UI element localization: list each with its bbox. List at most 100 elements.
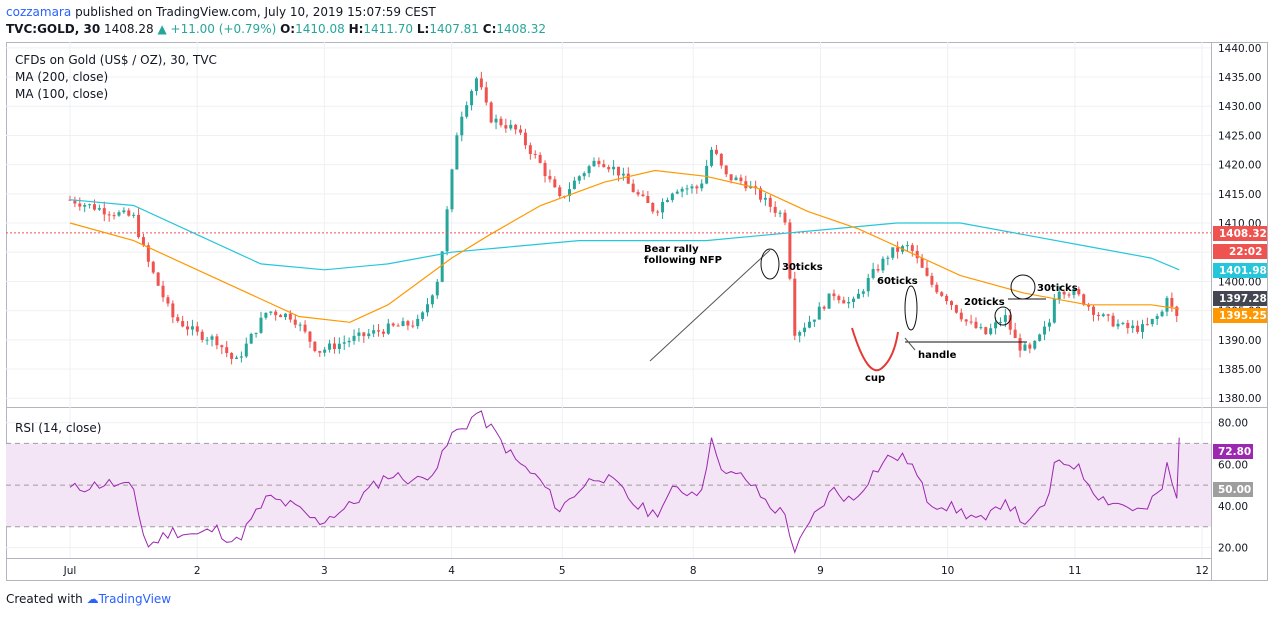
candle-body bbox=[396, 325, 400, 327]
ma200-tag-text: 1401.98 bbox=[1219, 265, 1267, 277]
candle-body bbox=[651, 203, 655, 212]
candle-body bbox=[499, 118, 503, 126]
chart-header: cozzamara published on TradingView.com, … bbox=[6, 4, 1266, 40]
candle-body bbox=[1136, 325, 1140, 332]
candle-body bbox=[1003, 315, 1007, 322]
candle-body bbox=[646, 196, 650, 204]
candle-body bbox=[626, 173, 630, 184]
candle-body bbox=[832, 293, 836, 297]
candle-body bbox=[1131, 325, 1135, 329]
low-label: L: bbox=[416, 22, 430, 36]
candle-body bbox=[186, 326, 190, 330]
ticks30b-label: 30ticks bbox=[1037, 283, 1078, 294]
candle-body bbox=[994, 322, 998, 329]
candle-body bbox=[690, 186, 694, 189]
candle-body bbox=[190, 326, 194, 330]
candle-body bbox=[215, 336, 219, 346]
time-tick-label: 4 bbox=[448, 565, 455, 577]
candle-body bbox=[1082, 294, 1086, 305]
trend-line[interactable] bbox=[649, 249, 771, 362]
candle-body bbox=[612, 166, 616, 170]
candle-body bbox=[78, 203, 82, 207]
candle-body bbox=[1101, 314, 1105, 317]
candle-body bbox=[1047, 322, 1051, 327]
ellipse-20ticks[interactable] bbox=[994, 306, 1012, 326]
candle-body bbox=[935, 284, 939, 293]
candle-body bbox=[528, 145, 532, 154]
candle-body bbox=[680, 188, 684, 192]
candle-body bbox=[759, 188, 763, 200]
cup-label: cup bbox=[865, 373, 885, 384]
handle-pointer bbox=[904, 337, 916, 351]
ellipse-30ticks-a[interactable] bbox=[760, 248, 780, 280]
candle-body bbox=[117, 212, 121, 216]
candle-body bbox=[161, 285, 165, 298]
ma100-line bbox=[69, 169, 1180, 323]
candle-body bbox=[656, 211, 660, 213]
candle-body bbox=[132, 214, 136, 216]
candle-body bbox=[107, 214, 111, 216]
candle-body bbox=[979, 327, 983, 329]
candle-body bbox=[137, 214, 141, 238]
candle-body bbox=[852, 298, 856, 302]
candle-body bbox=[896, 247, 900, 252]
candle-body bbox=[146, 245, 150, 262]
candle-body bbox=[318, 351, 322, 353]
candle-body bbox=[1087, 304, 1091, 307]
ma100-legend: MA (100, close) bbox=[15, 87, 108, 101]
candle-body bbox=[102, 208, 106, 215]
candle-body bbox=[587, 166, 591, 174]
candle-body bbox=[597, 160, 601, 165]
candle-body bbox=[254, 332, 258, 334]
candle-body bbox=[592, 160, 596, 167]
candle-body bbox=[156, 272, 160, 286]
price-tick-label: 1440.00 bbox=[1218, 43, 1261, 55]
ellipse-60ticks[interactable] bbox=[904, 285, 918, 331]
open-label: O: bbox=[280, 22, 296, 36]
candle-body bbox=[739, 177, 743, 182]
candle-body bbox=[616, 166, 620, 176]
publish-line: cozzamara published on TradingView.com, … bbox=[6, 4, 1266, 21]
candle-body bbox=[548, 176, 552, 180]
circle-30ticks-b[interactable] bbox=[1010, 274, 1036, 300]
candle-body bbox=[484, 87, 488, 103]
candle-body bbox=[127, 210, 131, 216]
tradingview-link[interactable]: TradingView bbox=[98, 592, 172, 606]
candle-body bbox=[749, 186, 753, 189]
candle-body bbox=[171, 303, 175, 318]
candle-body bbox=[1008, 315, 1012, 330]
candle-body bbox=[1145, 324, 1149, 326]
candle-body bbox=[1175, 306, 1179, 317]
candle-body bbox=[538, 154, 542, 163]
price-tick-label: 1415.00 bbox=[1218, 189, 1261, 201]
cup-curve[interactable] bbox=[851, 327, 899, 372]
candle-body bbox=[323, 349, 327, 353]
price-tick-label: 1425.00 bbox=[1218, 130, 1261, 142]
timer-tag-text: 22:02 bbox=[1229, 246, 1262, 258]
close-label: C: bbox=[482, 22, 497, 36]
candle-body bbox=[455, 135, 459, 170]
candle-body bbox=[195, 326, 199, 332]
drawings[interactable]: Bear rally following NFP 30ticks 60ticks… bbox=[644, 244, 1078, 384]
price-tick-label: 1430.00 bbox=[1218, 101, 1261, 113]
rsi-mid-tag bbox=[1213, 482, 1253, 497]
candle-body bbox=[435, 281, 439, 296]
candle-body bbox=[470, 91, 474, 106]
candle-body bbox=[695, 186, 699, 189]
candle-body bbox=[817, 306, 821, 320]
candle-body bbox=[523, 132, 527, 146]
rsi-tag bbox=[1213, 444, 1253, 459]
candle-body bbox=[1072, 289, 1076, 295]
chart-canvas[interactable]: 1380.001385.001390.001395.001400.001405.… bbox=[0, 40, 1274, 585]
candle-body bbox=[288, 313, 292, 320]
candle-body bbox=[303, 324, 307, 332]
author-link[interactable]: cozzamara bbox=[6, 5, 72, 19]
candle-body bbox=[998, 321, 1002, 323]
candle-body bbox=[920, 258, 924, 268]
price-tick-label: 1435.00 bbox=[1218, 72, 1261, 84]
candle-body bbox=[685, 188, 689, 190]
candle-body bbox=[714, 149, 718, 154]
candle-body bbox=[940, 292, 944, 296]
candle-body bbox=[582, 173, 586, 177]
candle-body bbox=[1077, 289, 1081, 295]
